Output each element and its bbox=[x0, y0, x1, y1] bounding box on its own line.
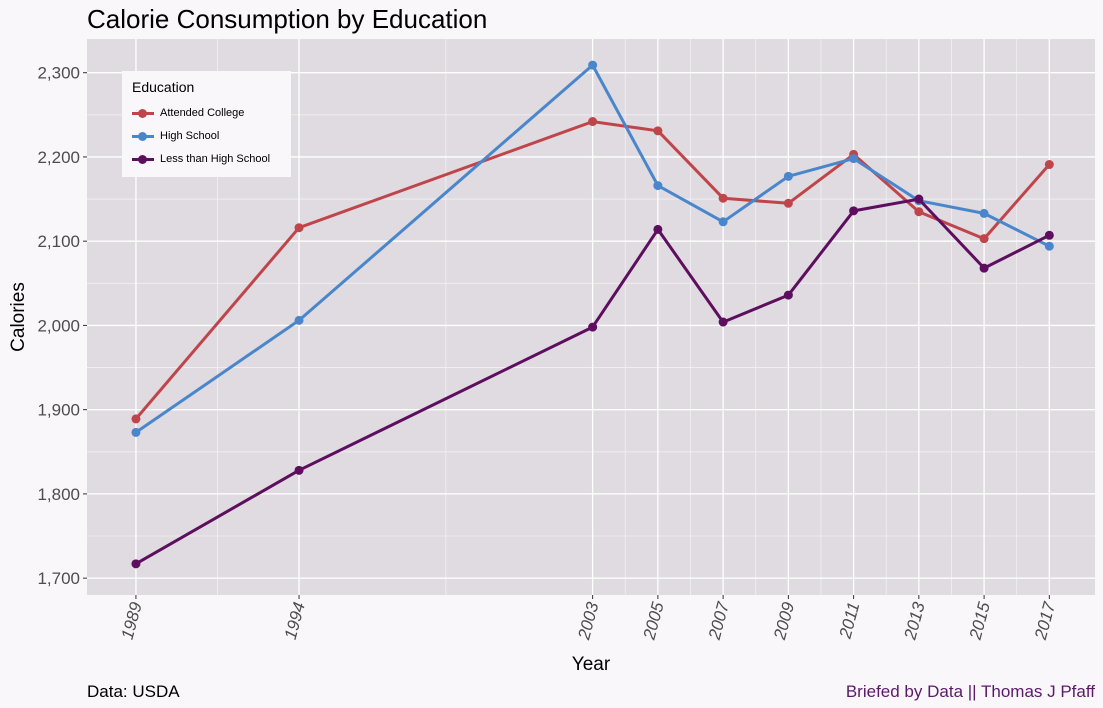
data-point-less-than-high-school bbox=[783, 290, 793, 300]
legend-item-attended-college: Attended College bbox=[132, 101, 281, 124]
data-point-less-than-high-school bbox=[653, 224, 663, 234]
legend-key-high-school bbox=[132, 129, 154, 143]
x-axis: 1989 1994 2003 2005 2007 2009 2011 2013 2015 2017 bbox=[118, 595, 1060, 643]
legend-title: Education bbox=[132, 79, 195, 95]
data-point-attended-college bbox=[653, 126, 663, 136]
data-point-attended-college bbox=[1044, 160, 1054, 170]
legend-key-attended-college bbox=[132, 106, 154, 120]
x-tick-label: 2017 bbox=[1031, 600, 1060, 643]
x-tick-label: 1994 bbox=[281, 600, 309, 641]
data-point-less-than-high-school bbox=[294, 465, 304, 475]
series-high-school bbox=[131, 60, 1054, 437]
data-point-high-school bbox=[653, 181, 663, 191]
data-point-less-than-high-school bbox=[979, 263, 989, 273]
data-point-attended-college bbox=[914, 207, 924, 217]
y-tick-label: 2,300 bbox=[37, 64, 80, 83]
credit-caption: Briefed by Data || Thomas J Pfaff bbox=[845, 682, 1095, 701]
data-point-high-school bbox=[294, 315, 304, 325]
legend-label: Less than High School bbox=[160, 152, 271, 165]
legend-dot bbox=[138, 154, 147, 164]
data-point-attended-college bbox=[131, 414, 141, 424]
data-point-attended-college bbox=[588, 117, 598, 127]
y-tick-label: 2,100 bbox=[37, 232, 80, 251]
x-tick-label: 1989 bbox=[118, 600, 146, 642]
y-tick-label: 1,700 bbox=[37, 569, 80, 588]
chart-title: Calorie Consumption by Education bbox=[87, 4, 488, 34]
series-line-less-than-high-school bbox=[135, 197, 1050, 566]
data-point-attended-college bbox=[718, 193, 728, 203]
x-tick-label: 2003 bbox=[574, 600, 603, 643]
data-point-attended-college bbox=[294, 223, 304, 233]
y-tick-label: 1,900 bbox=[37, 401, 80, 420]
data-point-less-than-high-school bbox=[1044, 230, 1054, 240]
data-point-less-than-high-school bbox=[914, 194, 924, 204]
source-caption: Data: USDA bbox=[87, 682, 180, 701]
legend-label: High School bbox=[160, 129, 220, 142]
data-point-high-school bbox=[979, 208, 989, 218]
y-axis: 1,700 1,800 1,900 2,000 2,100 2,200 2,300 bbox=[37, 64, 87, 588]
x-axis-title: Year bbox=[572, 654, 611, 675]
x-tick-label: 2011 bbox=[835, 600, 863, 641]
data-point-high-school bbox=[718, 217, 728, 227]
x-tick-label: 2013 bbox=[900, 600, 929, 643]
legend-dot bbox=[138, 131, 147, 141]
data-point-high-school bbox=[1044, 241, 1054, 251]
data-point-attended-college bbox=[979, 234, 989, 244]
data-point-high-school bbox=[131, 427, 141, 437]
y-tick-label: 2,000 bbox=[37, 316, 80, 335]
x-tick-label: 2005 bbox=[639, 600, 668, 643]
legend-dot bbox=[138, 108, 147, 118]
y-tick-label: 1,800 bbox=[37, 485, 80, 504]
x-tick-label: 2009 bbox=[770, 600, 799, 643]
series-line-high-school bbox=[135, 63, 1050, 434]
data-point-less-than-high-school bbox=[718, 317, 728, 327]
data-point-less-than-high-school bbox=[588, 322, 598, 332]
data-point-high-school bbox=[849, 154, 859, 164]
x-tick-label: 2007 bbox=[705, 600, 734, 643]
legend-item-high-school: High School bbox=[132, 124, 281, 147]
legend-item-less-than-high-school: Less than High School bbox=[132, 147, 281, 170]
x-tick-label: 2015 bbox=[966, 600, 995, 643]
y-tick-label: 2,200 bbox=[37, 148, 80, 167]
data-point-high-school bbox=[588, 60, 598, 70]
data-point-attended-college bbox=[783, 198, 793, 208]
legend: Education Attended College High School L… bbox=[122, 71, 291, 177]
series-lines bbox=[131, 60, 1054, 569]
y-axis-title: Calories bbox=[8, 282, 29, 352]
data-point-less-than-high-school bbox=[131, 559, 141, 569]
legend-label: Attended College bbox=[160, 106, 245, 119]
legend-key-less-than-high-school bbox=[132, 152, 154, 166]
series-less-than-high-school bbox=[131, 194, 1054, 569]
data-point-less-than-high-school bbox=[849, 206, 859, 216]
data-point-high-school bbox=[783, 171, 793, 181]
